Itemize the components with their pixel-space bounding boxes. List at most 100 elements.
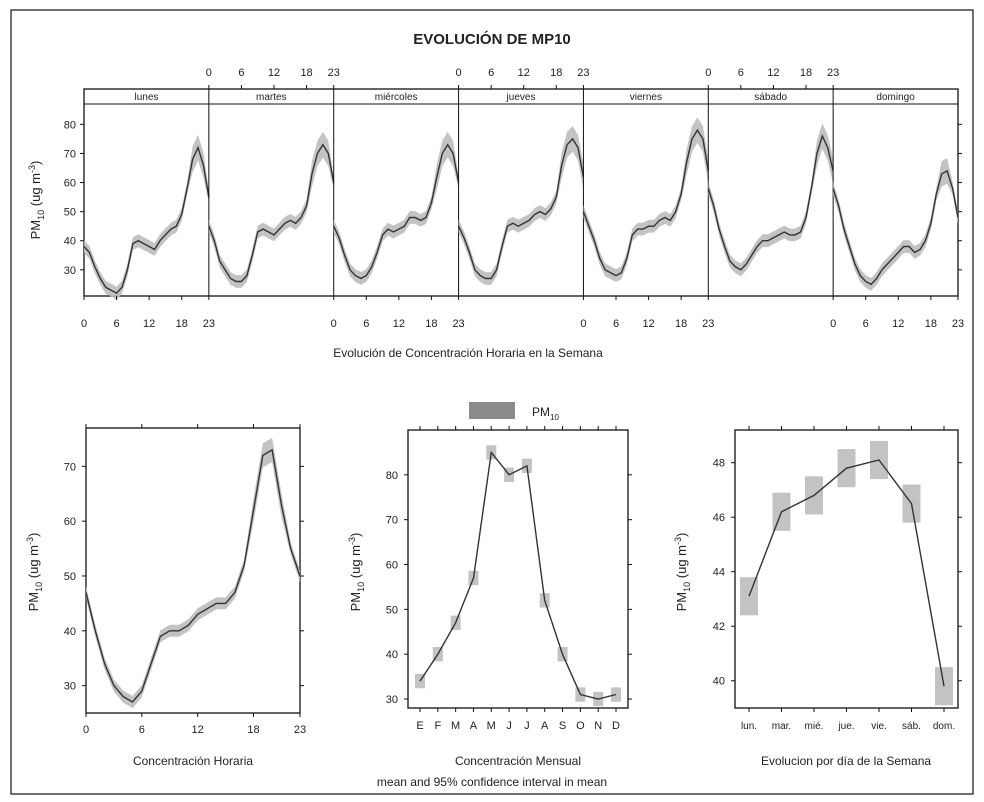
x-axis-label: Concentración Horaria (133, 754, 253, 768)
hour-tick-label: 12 (642, 318, 654, 330)
x-tick-label-9: O (576, 720, 585, 732)
y-tick-label: 46 (713, 512, 725, 524)
hour-tick-label: 18 (176, 318, 188, 330)
x-tick-label: 6 (139, 724, 145, 736)
hour-tick-label: 12 (892, 318, 904, 330)
x-tick-label-6: dom. (933, 721, 955, 732)
y-tick-label: 60 (64, 178, 76, 190)
x-tick-label-2: M (451, 720, 460, 732)
series-line-3 (457, 137, 585, 280)
hour-tick-label: 6 (738, 67, 744, 79)
series-line-1 (208, 143, 335, 283)
plot-frame (85, 427, 301, 714)
hour-tick-label: 23 (452, 318, 464, 330)
series-line (419, 450, 617, 700)
hour-tick-label: 6 (863, 318, 869, 330)
x-tick-label-3: A (470, 720, 478, 732)
hour-tick-label: 6 (114, 318, 120, 330)
hour-tick-label: 0 (456, 67, 462, 79)
hour-tick-label: 12 (268, 67, 280, 79)
ci-band-5 (708, 123, 834, 277)
x-tick-label-8: S (559, 720, 566, 732)
hour-tick-label: 18 (800, 67, 812, 79)
hour-tick-label: 6 (613, 318, 619, 330)
hour-tick-label: 23 (203, 318, 215, 330)
chart-title: EVOLUCIÓN DE MP10 (413, 30, 571, 48)
y-tick-label: 30 (64, 265, 76, 277)
y-tick-label: 50 (386, 604, 398, 616)
hour-tick-label: 23 (702, 318, 714, 330)
y-tick-label: 30 (386, 694, 398, 706)
strip-label-4: viernes (630, 92, 662, 103)
y-axis-label: PM10 (ug m-3) (673, 533, 692, 612)
y-tick-label: 80 (386, 470, 398, 482)
strip-label-1: martes (256, 92, 287, 103)
y-tick-label: 60 (64, 516, 76, 528)
plot-frame (83, 88, 959, 297)
x-tick-label-5: sáb. (902, 721, 921, 732)
y-axis-label: PM10 (ug m-3) (347, 533, 366, 612)
series-line (85, 448, 301, 703)
y-tick-label: 60 (386, 560, 398, 572)
series-line (748, 459, 945, 687)
y-tick-label: 42 (713, 621, 725, 633)
ci-band (86, 437, 300, 709)
x-tick-label-5: J (506, 720, 512, 732)
y-tick-label: 70 (386, 515, 398, 527)
series-line-6 (832, 169, 959, 286)
weekday-panel: lun. mar. mié. jue. vie. sáb. dom. 40 42 44 46 48 PM… (673, 426, 962, 768)
ci-band-2 (333, 131, 459, 285)
y-tick-label: 50 (64, 571, 76, 583)
hour-tick-label: 0 (206, 67, 212, 79)
y-axis-label: PM10 (ug m-3) (25, 533, 44, 612)
x-tick-label-10: N (594, 720, 602, 732)
hour-tick-label: 23 (577, 67, 589, 79)
hour-tick-label: 0 (705, 67, 711, 79)
y-tick-label: 40 (386, 649, 398, 661)
hour-tick-label: 18 (425, 318, 437, 330)
outer-border (10, 9, 974, 795)
ci-band-0 (84, 134, 209, 300)
ci-band-3 (458, 126, 584, 285)
hour-tick-label: 18 (550, 67, 562, 79)
x-tick-label-11: D (612, 720, 620, 732)
hour-tick-label: 12 (393, 318, 405, 330)
y-tick-label: 40 (64, 236, 76, 248)
hour-tick-label: 12 (767, 67, 779, 79)
strip-label-0: lunes (134, 92, 158, 103)
caption-line2: mean and 95% confidence interval in mean (377, 775, 607, 789)
hour-tick-label: 23 (952, 318, 964, 330)
hour-tick-label: 0 (830, 318, 836, 330)
weekly-hourly-panel: lunes 0 6 12 18 23 martes 0 6 12 18 23 miércoles 0 6 12… (27, 67, 964, 360)
x-axis-label: Concentración Mensual (455, 754, 581, 768)
y-tick-label: 48 (713, 458, 725, 470)
y-tick-label: 80 (64, 119, 76, 131)
legend-label: PM10 (532, 405, 559, 422)
y-tick-label: 70 (64, 148, 76, 160)
strip-label-5: sábado (754, 92, 787, 103)
x-tick-label-6: J (524, 720, 530, 732)
series-line-2 (333, 143, 460, 280)
strip-label-6: domingo (876, 92, 915, 103)
x-tick-label: 12 (192, 724, 204, 736)
y-axis-label: PM10 (ug m-3) (27, 161, 46, 240)
hour-tick-label: 12 (143, 318, 155, 330)
ci-band-4 (583, 117, 709, 283)
y-tick-label: 40 (64, 626, 76, 638)
x-tick-label-3: jue. (837, 721, 854, 732)
x-tick-label-4: vie. (871, 721, 887, 732)
x-tick-label-4: M (487, 720, 496, 732)
x-tick-label: 18 (247, 724, 259, 736)
hour-tick-label: 23 (328, 67, 340, 79)
x-tick-label-2: mié. (805, 721, 824, 732)
hour-tick-label: 0 (331, 318, 337, 330)
x-tick-label: 23 (294, 724, 306, 736)
y-tick-label: 50 (64, 207, 76, 219)
x-tick-label: 0 (83, 724, 89, 736)
hourly-panel: 0 6 12 18 23 30 40 50 60 70 PM10 (ug m-3) Concentra… (25, 424, 306, 768)
ci-band-1 (208, 131, 334, 288)
hour-tick-label: 0 (580, 318, 586, 330)
